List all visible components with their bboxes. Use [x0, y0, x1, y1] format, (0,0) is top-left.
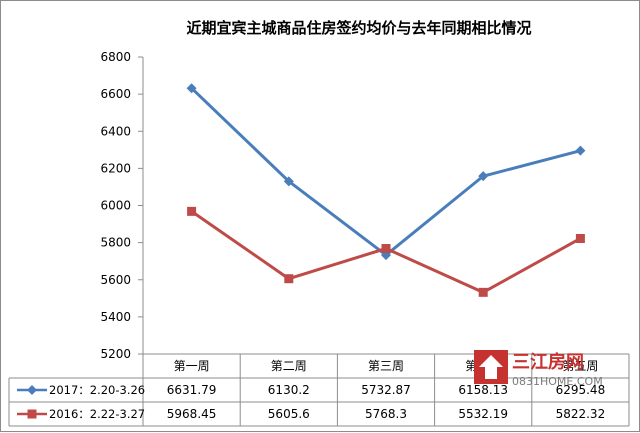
legend-marker-2: [27, 409, 37, 419]
data-table: 第一周第二周第三周第四周第五周2017：2.20-3.266631.796130…: [8, 353, 630, 427]
data-point: [478, 171, 489, 182]
data-cell: 6130.2: [268, 383, 310, 397]
data-point: [381, 244, 391, 254]
legend-marker-1: [27, 385, 37, 395]
y-tick-label: 5400: [100, 310, 131, 324]
y-tick-label: 5800: [100, 236, 131, 250]
y-tick-label: 6400: [100, 124, 131, 138]
watermark-name: 三江房网: [512, 351, 584, 373]
x-category-label: 第一周: [174, 359, 210, 373]
watermark-logo: 三江房网 0831HOME.COM: [474, 350, 603, 388]
data-point: [187, 206, 197, 216]
y-axis: 5200 5400 5600 5800 6000 6200 6400 6600 6800: [100, 50, 144, 361]
data-point: [575, 145, 586, 156]
plot-series: [186, 83, 586, 297]
data-cell: 5968.45: [167, 407, 217, 421]
y-tick-label: 6000: [100, 199, 131, 213]
data-cell: 5768.3: [365, 407, 407, 421]
y-tick-label: 6800: [100, 50, 131, 64]
data-cell: 6158.13: [458, 383, 508, 397]
data-cell: 5732.87: [361, 383, 411, 397]
legend-label-2: 2016：2.22-3.27: [49, 407, 145, 421]
chart-title: 近期宜宾主城商品住房签约均价与去年同期相比情况: [186, 19, 531, 37]
data-point: [478, 287, 488, 297]
data-cell: 5605.6: [268, 407, 310, 421]
legend-label-1: 2017：2.20-3.26: [49, 383, 145, 397]
watermark-door-shape: [485, 367, 497, 379]
watermark-domain: 0831HOME.COM: [512, 375, 603, 388]
watermark-roof-shape: [479, 355, 503, 367]
data-point: [283, 176, 294, 187]
data-point: [186, 83, 197, 94]
y-tick-label: 6600: [100, 87, 131, 101]
y-tick-label: 5200: [100, 347, 131, 361]
data-cell: 5822.32: [556, 407, 606, 421]
y-tick-label: 5600: [100, 273, 131, 287]
data-cell: 5532.19: [458, 407, 508, 421]
y-tick-label: 6200: [100, 161, 131, 175]
x-category-label: 第二周: [271, 359, 307, 373]
x-category-label: 第三周: [368, 359, 404, 373]
series-line-1: [190, 87, 581, 257]
data-point: [284, 274, 294, 284]
x-category-label: 第五周: [562, 359, 598, 373]
data-cell: 6295.48: [556, 383, 606, 397]
data-point: [575, 233, 585, 243]
data-cell: 6631.79: [167, 383, 217, 397]
